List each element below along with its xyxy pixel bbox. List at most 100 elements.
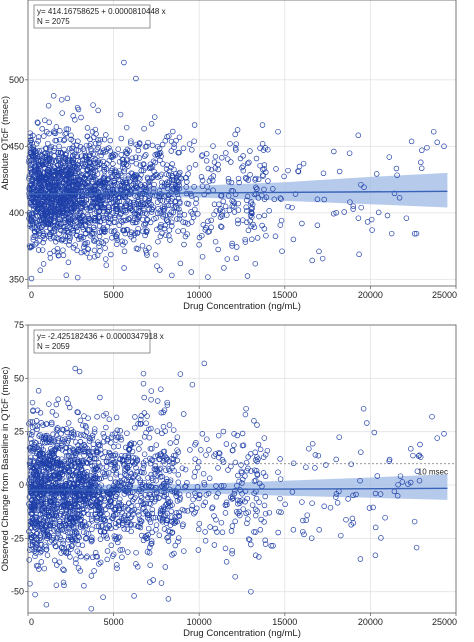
data-point (333, 210, 339, 216)
data-point (140, 228, 146, 235)
data-point (102, 245, 108, 251)
data-point (210, 173, 217, 179)
data-point (220, 428, 227, 435)
data-point (228, 159, 234, 165)
y-tick-label: -25 (11, 533, 24, 543)
data-point (164, 182, 170, 188)
data-point (158, 223, 164, 230)
data-point (212, 525, 218, 532)
data-point (44, 151, 51, 157)
data-point (168, 148, 175, 154)
data-point (80, 201, 86, 208)
data-point (119, 238, 125, 245)
data-point (148, 540, 155, 547)
data-point (201, 481, 208, 488)
data-point (32, 241, 38, 248)
data-point (215, 432, 222, 439)
data-point (434, 139, 440, 146)
data-point (117, 455, 123, 462)
data-point (312, 452, 319, 458)
data-point (261, 435, 268, 441)
data-point (83, 522, 89, 529)
data-point (90, 151, 96, 157)
data-point (72, 242, 78, 248)
data-point (118, 187, 124, 193)
data-point (103, 464, 110, 470)
data-point (248, 206, 255, 212)
data-point (153, 522, 160, 528)
data-point (149, 529, 155, 536)
data-point (156, 193, 163, 200)
data-point (43, 221, 50, 227)
data-point (177, 209, 183, 216)
data-point (29, 153, 36, 160)
data-point (104, 548, 111, 554)
data-point (263, 232, 269, 239)
data-point (159, 179, 165, 186)
data-point (159, 141, 166, 148)
data-point (54, 562, 60, 568)
data-point (92, 491, 98, 498)
data-point (118, 135, 125, 142)
data-point (74, 274, 81, 281)
data-point (36, 486, 43, 492)
data-point (272, 233, 279, 240)
data-point (96, 161, 103, 168)
data-point (48, 419, 55, 426)
data-point (190, 214, 197, 220)
data-point (176, 497, 183, 503)
data-point (192, 509, 198, 515)
data-point (74, 409, 80, 415)
data-point (263, 169, 269, 175)
data-point (153, 442, 160, 448)
data-point (254, 422, 260, 428)
data-point (112, 462, 118, 468)
data-point (72, 528, 78, 534)
data-point (29, 399, 36, 406)
data-point (152, 463, 158, 469)
data-point (136, 205, 142, 211)
data-point (50, 493, 57, 500)
data-point (259, 166, 266, 173)
data-point (133, 549, 139, 556)
data-point (128, 514, 135, 520)
data-point (348, 461, 354, 467)
data-point (78, 222, 85, 228)
data-point (37, 210, 44, 217)
data-point (87, 136, 93, 142)
data-point (54, 162, 61, 169)
data-point (42, 473, 48, 480)
data-point (63, 206, 70, 212)
data-point (113, 414, 120, 421)
data-point (223, 499, 230, 506)
data-point (246, 536, 253, 543)
data-point (109, 431, 116, 438)
data-point (39, 126, 45, 132)
data-point (54, 221, 61, 228)
data-point (47, 151, 53, 158)
data-point (97, 218, 104, 224)
data-point (167, 440, 174, 446)
data-point (59, 110, 65, 116)
data-point (139, 203, 145, 209)
data-point (308, 535, 315, 541)
data-point (147, 164, 154, 170)
data-point (206, 475, 213, 482)
data-point (223, 150, 229, 156)
data-point (121, 481, 127, 487)
data-point (416, 477, 423, 484)
data-point (68, 132, 74, 139)
data-point (205, 165, 212, 172)
data-point (350, 520, 357, 526)
data-point (35, 481, 42, 488)
data-point (51, 228, 57, 235)
data-point (61, 488, 67, 495)
data-point (34, 156, 40, 162)
data-point (213, 494, 220, 500)
data-point (86, 154, 92, 160)
data-point (386, 456, 393, 463)
panel-2-frame (27, 324, 457, 614)
data-point (175, 228, 181, 234)
data-point (38, 200, 45, 207)
data-point (96, 197, 103, 203)
